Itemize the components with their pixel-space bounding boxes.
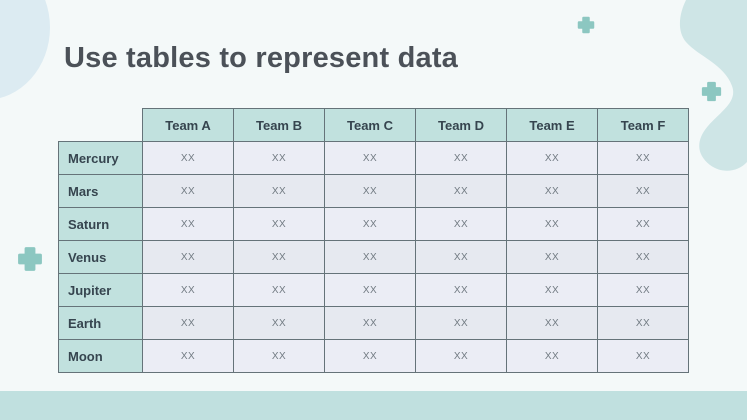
table-cell: XX — [233, 240, 325, 274]
table-cell: XX — [597, 207, 689, 241]
table-cell: XX — [142, 306, 234, 340]
table-cell: XX — [324, 339, 416, 373]
table-cell: XX — [597, 174, 689, 208]
plus-icon — [18, 247, 42, 271]
table-cell: XX — [597, 240, 689, 274]
plus-icon — [577, 16, 595, 34]
table-body: Mercury XX XX XX XX XX XX Mars XX XX XX XX XX XX Satur… — [58, 141, 689, 373]
table-cell: XX — [506, 207, 598, 241]
table-cell: XX — [506, 174, 598, 208]
table-cell: XX — [324, 174, 416, 208]
table-cell: XX — [415, 174, 507, 208]
table-header-row: Team A Team B Team C Team D Team E Team F — [59, 108, 689, 142]
column-header: Team F — [597, 108, 689, 142]
table-row: Moon XX XX XX XX XX XX — [58, 339, 689, 373]
plus-icon — [701, 81, 722, 102]
table-cell: XX — [324, 207, 416, 241]
table-row: Venus XX XX XX XX XX XX — [58, 240, 689, 274]
table-row: Mercury XX XX XX XX XX XX — [58, 141, 689, 175]
table-cell: XX — [142, 339, 234, 373]
table-cell: XX — [506, 141, 598, 175]
table-cell: XX — [142, 207, 234, 241]
table-cell: XX — [233, 207, 325, 241]
table-cell: XX — [324, 240, 416, 274]
table-cell: XX — [142, 174, 234, 208]
table-cell: XX — [233, 273, 325, 307]
row-header: Mercury — [58, 141, 143, 175]
table-cell: XX — [142, 141, 234, 175]
table-cell: XX — [415, 141, 507, 175]
column-header: Team C — [324, 108, 416, 142]
table-cell: XX — [597, 306, 689, 340]
table-row: Mars XX XX XX XX XX XX — [58, 174, 689, 208]
table-row: Saturn XX XX XX XX XX XX — [58, 207, 689, 241]
row-header: Saturn — [58, 207, 143, 241]
table-cell: XX — [324, 306, 416, 340]
table-cell: XX — [233, 306, 325, 340]
table-cell: XX — [506, 339, 598, 373]
decorative-blob-top-right — [679, 0, 747, 171]
decorative-blob-top-left — [0, 0, 50, 100]
row-header: Moon — [58, 339, 143, 373]
table-cell: XX — [597, 273, 689, 307]
table-cell: XX — [233, 174, 325, 208]
table-cell: XX — [506, 306, 598, 340]
table-row: Earth XX XX XX XX XX XX — [58, 306, 689, 340]
column-header: Team B — [233, 108, 325, 142]
table-cell: XX — [415, 273, 507, 307]
table-corner-cell — [59, 109, 143, 142]
row-header: Mars — [58, 174, 143, 208]
table-cell: XX — [142, 273, 234, 307]
footer-bar — [0, 391, 747, 420]
table-cell: XX — [415, 306, 507, 340]
table-cell: XX — [597, 339, 689, 373]
table-row: Jupiter XX XX XX XX XX XX — [58, 273, 689, 307]
table-cell: XX — [415, 339, 507, 373]
table-cell: XX — [233, 339, 325, 373]
table-cell: XX — [324, 273, 416, 307]
table-cell: XX — [415, 240, 507, 274]
table-cell: XX — [506, 273, 598, 307]
table-cell: XX — [597, 141, 689, 175]
table-cell: XX — [506, 240, 598, 274]
column-header: Team E — [506, 108, 598, 142]
table-header: Team A Team B Team C Team D Team E Team F — [59, 108, 689, 142]
data-table: Team A Team B Team C Team D Team E Team F Mer… — [58, 108, 689, 373]
table-cell: XX — [142, 240, 234, 274]
row-header: Jupiter — [58, 273, 143, 307]
table-cell: XX — [233, 141, 325, 175]
column-header: Team D — [415, 108, 507, 142]
row-header: Earth — [58, 306, 143, 340]
table-cell: XX — [415, 207, 507, 241]
slide-title: Use tables to represent data — [64, 42, 459, 74]
column-header: Team A — [142, 108, 234, 142]
table-cell: XX — [324, 141, 416, 175]
row-header: Venus — [58, 240, 143, 274]
